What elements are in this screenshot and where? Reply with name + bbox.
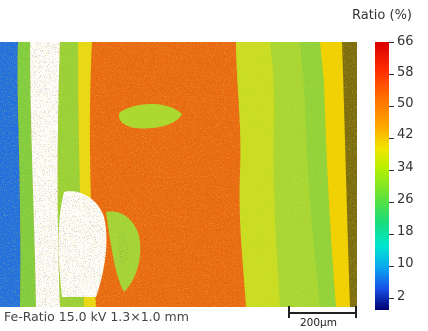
colorbar-tick — [389, 266, 394, 267]
colorbar-tick-label: 42 — [397, 127, 414, 142]
fe-ratio-map — [0, 42, 357, 307]
colorbar-tick-label: 26 — [397, 192, 414, 207]
colorbar-tick-label: 66 — [397, 34, 414, 49]
image-caption: Fe-Ratio 15.0 kV 1.3×1.0 mm — [4, 309, 189, 324]
colorbar-tick-label: 2 — [397, 289, 406, 304]
colorbar-tick-label: 34 — [397, 160, 414, 175]
colorbar-tick-label: 18 — [397, 224, 414, 239]
colorbar-tick-label: 50 — [397, 96, 414, 111]
colorbar-tick — [389, 42, 394, 43]
colorbar-title: Ratio (%) — [352, 8, 413, 23]
ratio-map-image — [0, 42, 357, 307]
scale-bar-cap-right — [355, 306, 357, 318]
colorbar-tick — [389, 234, 394, 235]
colorbar-tick — [389, 170, 394, 171]
colorbar-tick — [389, 106, 394, 107]
colorbar-tick — [389, 298, 394, 299]
colorbar-tick — [389, 202, 394, 203]
scale-bar-label: 200µm — [300, 317, 337, 329]
scale-bar — [289, 312, 357, 314]
colorbar-gradient — [375, 42, 389, 310]
colorbar-tick — [389, 74, 394, 75]
colorbar-tick-label: 58 — [397, 65, 414, 80]
colorbar-tick-label: 10 — [397, 256, 414, 271]
colorbar-tick — [389, 138, 394, 139]
scale-bar-cap-left — [288, 306, 290, 318]
